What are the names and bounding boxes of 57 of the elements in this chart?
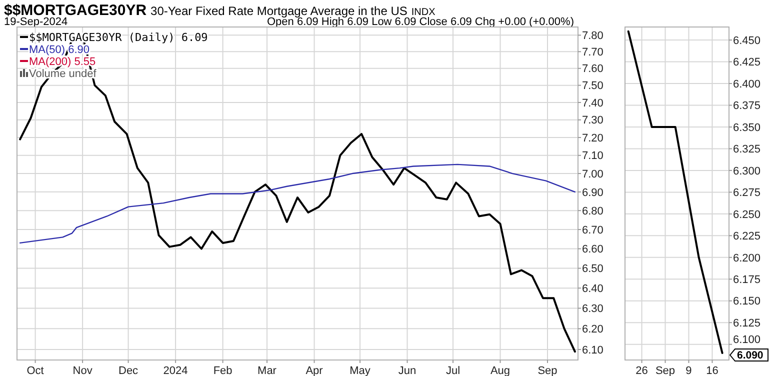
y-tick-label: 6.20	[582, 324, 604, 336]
y-tick-label: 7.70	[582, 46, 604, 59]
x-tick-label: Apr	[306, 365, 324, 376]
y-tick-label: 7.40	[582, 97, 604, 110]
y-tick-label: 6.40	[582, 282, 604, 295]
y-tick-label: 6.100	[733, 334, 761, 346]
y-tick-label: 6.400	[733, 78, 761, 90]
y-tick-label: 6.30	[582, 303, 604, 316]
x-tick-label: Sep	[655, 365, 676, 376]
y-tick-label: 6.300	[733, 165, 761, 178]
x-tick-label: Mar	[258, 365, 277, 376]
annotation: 6.090	[737, 350, 764, 362]
x-tick-label: 2024	[163, 365, 188, 376]
y-tick-label: 6.450	[733, 34, 761, 47]
chart-subtitle: 30-Year Fixed Rate Mortgage Average in the US	[150, 4, 408, 18]
y-tick-label: 6.90	[582, 186, 604, 199]
y-tick-label: 7.30	[582, 114, 604, 127]
y-tick-label: 7.00	[582, 168, 604, 180]
y-tick-label: 7.80	[582, 30, 604, 42]
y-tick-label: 6.200	[733, 252, 761, 264]
y-tick-label: 7.20	[582, 132, 604, 144]
text: INDX	[411, 7, 436, 18]
y-tick-label: 6.10	[582, 344, 604, 356]
y-tick-label: 6.225	[733, 230, 761, 243]
x-tick-label: Oct	[26, 365, 44, 376]
annotation: 19-Sep-2024	[4, 16, 68, 28]
x-tick-label: May	[350, 365, 371, 376]
y-tick-label: 6.175	[733, 274, 761, 286]
legend-label: $$MORTGAGE30YR (Daily) 6.09	[29, 30, 208, 44]
x-tick-label: Nov	[72, 365, 93, 376]
y-tick-label: 7.60	[582, 63, 604, 76]
y-tick-label: 6.350	[733, 122, 761, 134]
line-series	[627, 30, 724, 354]
x-tick-label: Jul	[446, 365, 460, 376]
y-tick-label: 6.375	[733, 100, 761, 112]
x-tick-label: Aug	[490, 365, 510, 376]
x-tick-label: 9	[686, 365, 692, 376]
y-tick-label: 6.325	[733, 144, 761, 156]
x-tick-label: Sep	[538, 365, 558, 376]
x-tick-label: Feb	[213, 365, 232, 376]
x-tick-label: 16	[706, 365, 718, 376]
y-tick-label: 6.250	[733, 208, 761, 221]
y-tick-label: 6.50	[582, 263, 604, 276]
y-tick-label: 7.10	[582, 150, 604, 162]
y-tick-label: 6.70	[582, 224, 604, 236]
y-tick-label: 7.50	[582, 80, 604, 92]
y-tick-label: 6.275	[733, 187, 761, 200]
y-tick-label: 6.425	[733, 56, 761, 69]
y-tick-label: 6.125	[733, 317, 761, 330]
x-tick-label: Dec	[118, 365, 139, 376]
x-tick-label: Jun	[398, 365, 416, 376]
y-tick-label: 6.80	[582, 205, 604, 218]
line-series	[19, 164, 576, 244]
y-tick-label: 6.150	[733, 296, 761, 308]
annotation: Open 6.09 High 6.09 Low 6.09 Close 6.09 Chg +0.00 (+0.00%)	[267, 16, 574, 28]
x-tick-label: 26	[636, 365, 648, 376]
y-tick-label: 6.60	[582, 244, 604, 256]
